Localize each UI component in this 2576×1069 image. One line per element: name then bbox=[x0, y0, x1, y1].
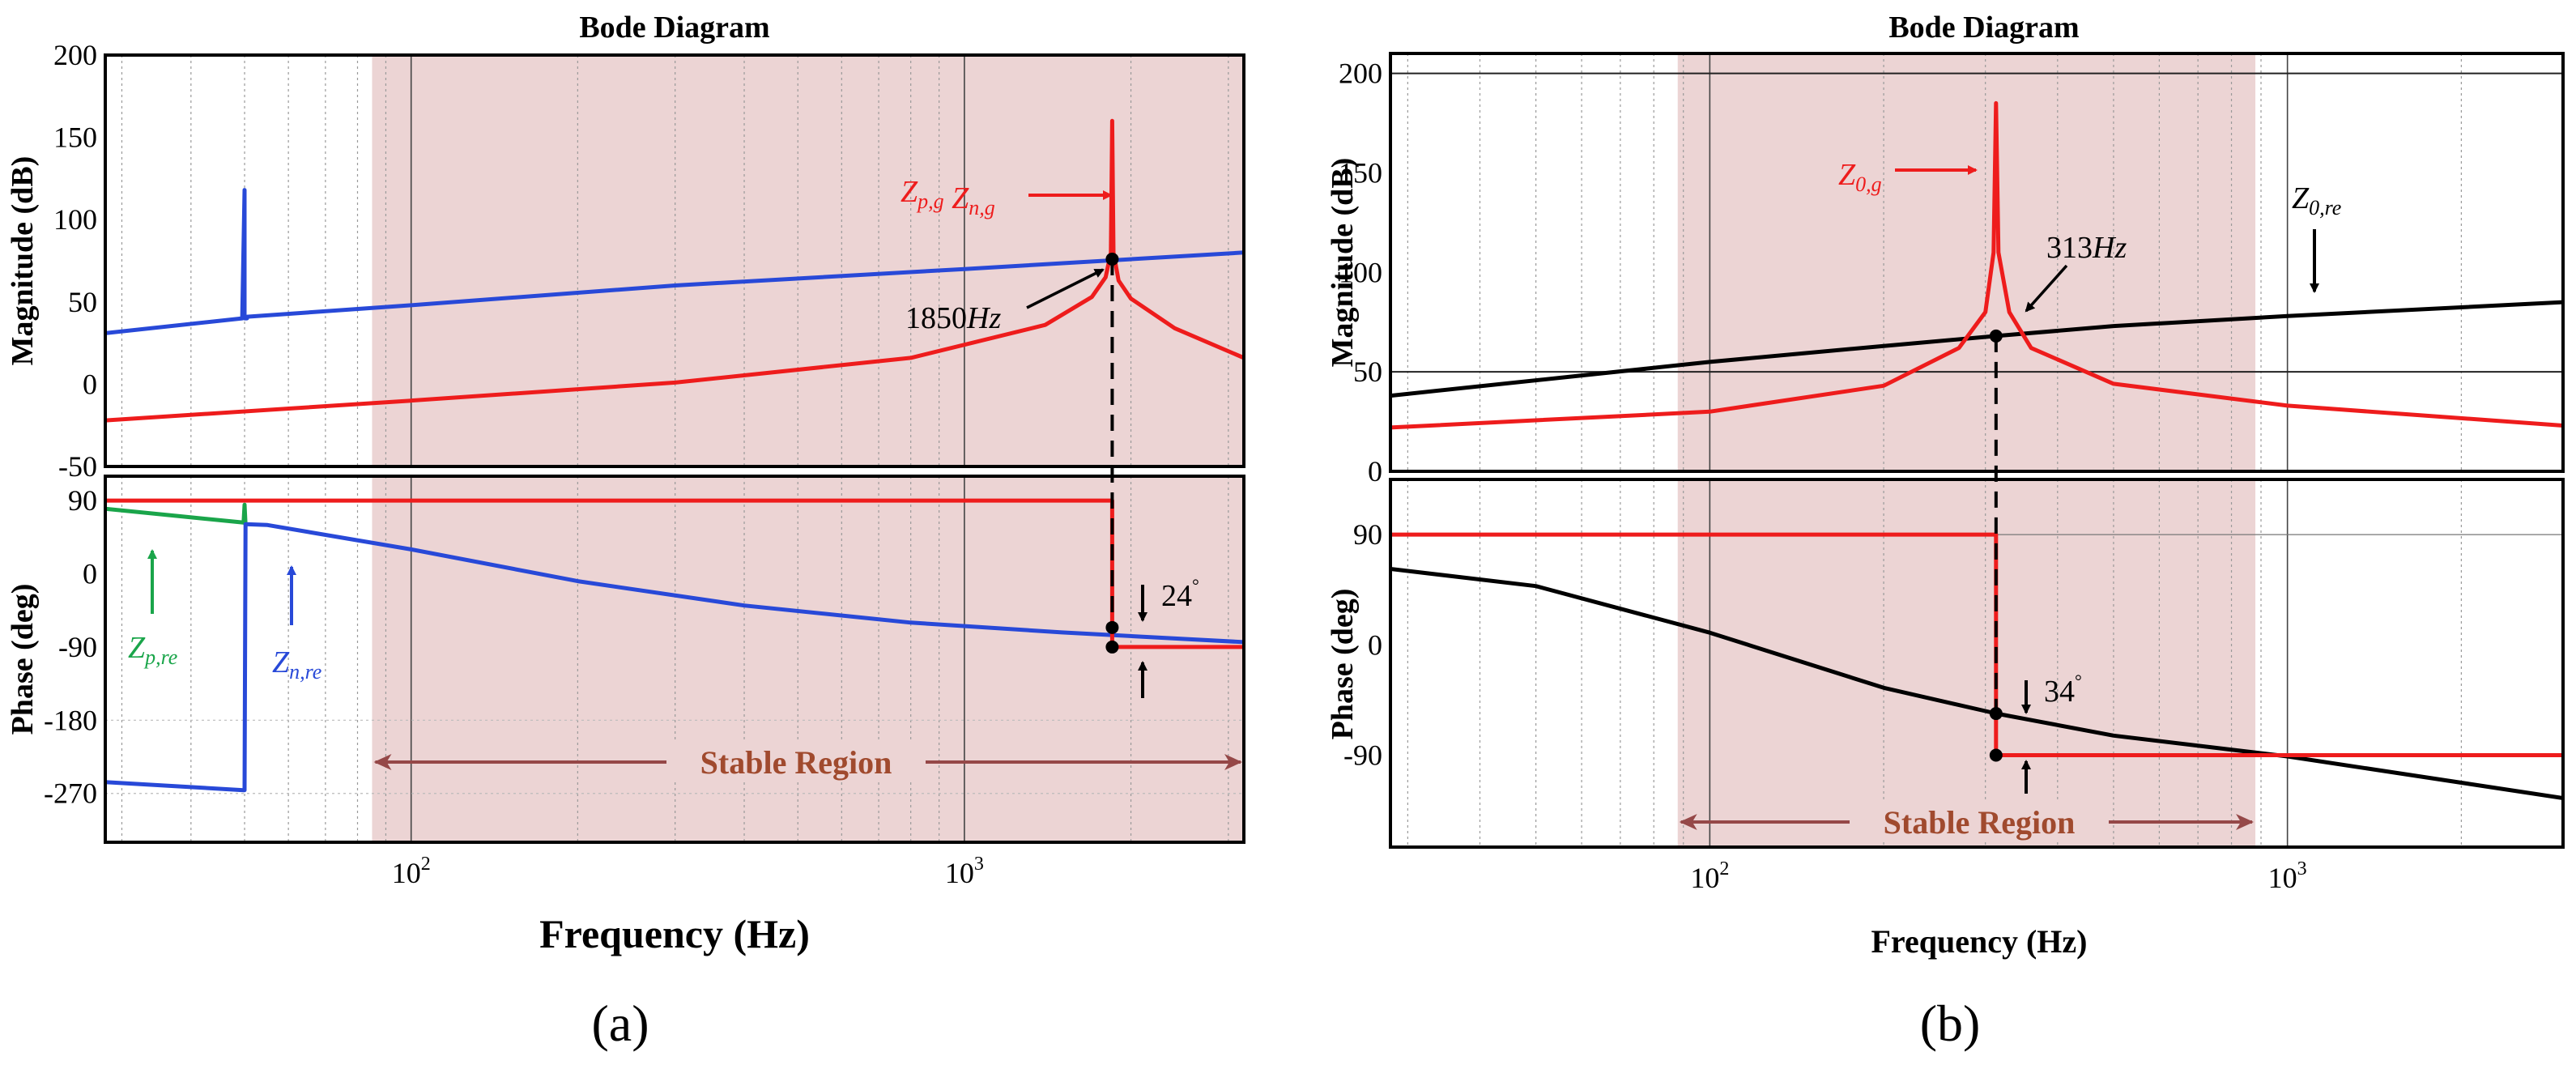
y-axis-label: Phase (deg) bbox=[6, 584, 40, 735]
x-tick-labels: 102 103 bbox=[1690, 858, 2306, 894]
series-z-0-re bbox=[1390, 567, 2563, 800]
stable-region-label: Stable Region bbox=[700, 744, 892, 781]
phase-point-lower bbox=[1989, 748, 2003, 762]
y-tick-label: -270 bbox=[44, 777, 97, 810]
label-1850hz: 1850Hz bbox=[905, 301, 1001, 335]
phase-plot: 90 0 -90 -180 -270 Phase (deg) Zp,re Zn,re 2… bbox=[6, 475, 1245, 844]
arrow-1850hz bbox=[1026, 268, 1105, 309]
y-axis-label: Phase (deg) bbox=[1326, 589, 1360, 740]
y-tick-label: 200 bbox=[53, 39, 97, 71]
y-tick-label: 0 bbox=[1368, 455, 1382, 488]
series-group bbox=[1390, 532, 2563, 800]
phase-point-lower bbox=[1105, 640, 1119, 654]
arrow-313hz bbox=[2025, 264, 2068, 313]
x-tick-labels: 102 103 bbox=[392, 854, 984, 889]
series-z-0-g bbox=[1390, 100, 2563, 430]
label-zpre: Zp,re bbox=[128, 631, 177, 669]
label-313hz: 313Hz bbox=[2046, 231, 2127, 265]
y-tick-label: -50 bbox=[58, 450, 97, 483]
label-zpg-zng: Zp,g Zn,g bbox=[901, 175, 995, 219]
plot-frame bbox=[1389, 52, 2565, 473]
magnitude-plot: 200 150 100 50 0 Magnitude (dB) Z0,g 313Hz Z… bbox=[1326, 52, 2565, 488]
series-z-0-g bbox=[1390, 532, 2563, 757]
label-z0re: Z0,re bbox=[2292, 181, 2341, 219]
label-34-degrees: 34° bbox=[2044, 671, 2082, 709]
series-z-n-re bbox=[105, 522, 1244, 793]
x-axis-label: Frequency (Hz) bbox=[1871, 923, 2088, 960]
stable-region-shade bbox=[1677, 53, 2256, 471]
y-tick-label: 150 bbox=[1339, 156, 1382, 189]
y-tick-labels: 200 150 100 50 0 -50 bbox=[53, 39, 97, 483]
y-tick-label: 0 bbox=[1368, 628, 1382, 661]
x-tick-label: 102 bbox=[392, 854, 431, 889]
y-tick-label: 50 bbox=[68, 286, 97, 318]
x-tick-label: 103 bbox=[2268, 858, 2307, 894]
chart-title: Bode Diagram bbox=[1888, 11, 2079, 45]
y-tick-label: 150 bbox=[53, 121, 97, 154]
y-axis-label: Magnitude (dB) bbox=[6, 156, 40, 366]
panel-label: (b) bbox=[1920, 994, 1981, 1052]
plot-frame bbox=[1389, 478, 2565, 849]
stable-region-label-bg bbox=[666, 741, 926, 782]
y-tick-label: 100 bbox=[53, 203, 97, 236]
panel-label: (a) bbox=[591, 994, 649, 1052]
y-tick-label: 100 bbox=[1339, 256, 1382, 288]
series-z-p-g-z-n-g bbox=[105, 118, 1244, 423]
panel-a: Bode Diagram 200 150 100 50 0 -50 Magnitude (… bbox=[6, 11, 1245, 1052]
panel-b: Bode Diagram 200 150 100 50 0 Magnitude (dB)… bbox=[1326, 11, 2565, 1052]
stable-region-label-bg bbox=[1850, 801, 2109, 841]
series-z-p-re bbox=[105, 502, 248, 526]
x-tick-label: 103 bbox=[945, 854, 984, 889]
y-tick-label: 0 bbox=[83, 368, 97, 400]
x-axis-label: Frequency (Hz) bbox=[539, 911, 810, 956]
plot-frame bbox=[104, 475, 1245, 844]
y-tick-label: 90 bbox=[1353, 518, 1382, 551]
stable-region-label: Stable Region bbox=[1884, 804, 2076, 841]
y-tick-label: 0 bbox=[83, 558, 97, 590]
chart-title: Bode Diagram bbox=[579, 11, 769, 45]
x-tick-label: 102 bbox=[1690, 858, 1729, 894]
y-tick-label: 50 bbox=[1353, 356, 1382, 388]
y-tick-label: 90 bbox=[68, 484, 97, 517]
y-tick-label: -90 bbox=[58, 631, 97, 663]
y-tick-label: -90 bbox=[1343, 739, 1382, 772]
y-tick-labels: 90 0 -90 -180 -270 bbox=[44, 484, 97, 810]
grid bbox=[121, 55, 1229, 466]
y-tick-labels: 90 0 -90 bbox=[1343, 518, 1382, 771]
y-axis-label: Magnitude (dB) bbox=[1326, 158, 1360, 368]
magnitude-plot: 200 150 100 50 0 -50 Magnitude (dB) Zp,g Zn,g… bbox=[6, 39, 1245, 483]
label-znre: Zn,re bbox=[272, 645, 321, 684]
label-24-degrees: 24° bbox=[1161, 575, 1199, 613]
label-z0g: Z0,g bbox=[1838, 158, 1882, 196]
y-tick-label: 200 bbox=[1339, 57, 1382, 90]
series-group bbox=[105, 118, 1244, 423]
grid bbox=[1390, 53, 2563, 471]
plot-frame bbox=[104, 53, 1245, 468]
phase-plot: 90 0 -90 Phase (deg) 34° Stable Region bbox=[1326, 478, 2565, 849]
y-tick-label: -180 bbox=[44, 704, 97, 736]
y-tick-labels: 200 150 100 50 0 bbox=[1339, 57, 1382, 488]
series-z-n-re bbox=[105, 188, 1244, 335]
